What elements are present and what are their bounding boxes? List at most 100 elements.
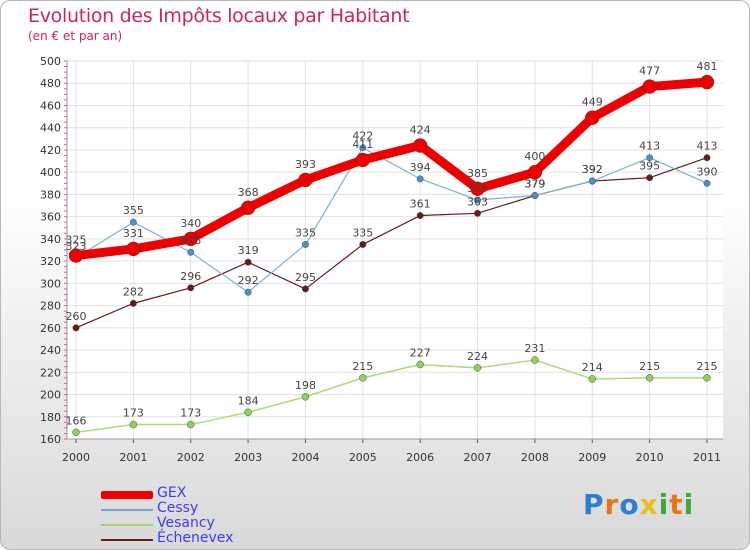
y-tick-label: 360 [40, 211, 61, 224]
data-point-echenevex [244, 258, 252, 266]
logo-letter: i [658, 488, 670, 521]
data-label-cessy: 355 [123, 204, 144, 217]
y-tick-label: 180 [40, 411, 61, 424]
data-label-gex: 368 [238, 186, 259, 199]
data-label-gex: 411 [352, 138, 373, 151]
data-label-echenevex: 260 [66, 310, 87, 323]
data-label-vesancy: 214 [582, 361, 603, 374]
y-tick-label: 480 [40, 77, 61, 90]
x-tick-label: 2002 [177, 451, 205, 464]
legend-label-vesancy: Vesancy [157, 515, 215, 531]
data-label-cessy: 335 [295, 226, 316, 239]
data-point-cessy [646, 154, 654, 162]
data-label-echenevex: 413 [697, 140, 718, 153]
data-point-cessy [474, 196, 481, 204]
data-label-echenevex: 296 [180, 270, 201, 283]
logo-letter: o [619, 488, 640, 521]
x-tick-label: 2001 [119, 451, 147, 464]
x-tick-label: 2007 [464, 451, 492, 464]
data-point-vesancy [588, 375, 596, 383]
data-point-gex [183, 231, 198, 247]
data-label-gex: 331 [123, 227, 144, 240]
data-label-cessy: 422 [352, 130, 373, 143]
data-label-cessy: 379 [524, 178, 545, 191]
data-label-echenevex: 392 [582, 163, 603, 176]
data-point-echenevex [129, 299, 137, 307]
data-label-echenevex: 282 [123, 285, 144, 298]
data-point-vesancy [531, 356, 539, 364]
series-line-vesancy [75, 359, 708, 434]
data-label-vesancy: 173 [123, 407, 144, 420]
data-point-echenevex [72, 324, 80, 332]
data-label-cessy: 394 [410, 161, 431, 174]
data-label-gex: 424 [410, 123, 431, 136]
data-point-cessy [187, 248, 195, 256]
data-point-echenevex [416, 212, 424, 219]
data-point-vesancy [72, 428, 80, 437]
data-label-cessy: 390 [697, 165, 718, 178]
data-point-gex [642, 79, 657, 94]
data-point-echenevex [474, 209, 481, 217]
data-point-echenevex [187, 284, 195, 292]
series-line-gex [71, 77, 712, 261]
y-tick-label: 280 [40, 300, 61, 313]
y-tick-label: 260 [40, 322, 61, 335]
series-line-echenevex [75, 157, 708, 329]
y-tick-label: 440 [40, 122, 61, 135]
data-point-cessy [244, 288, 252, 296]
data-label-vesancy: 227 [410, 347, 431, 360]
data-point-cessy [416, 175, 424, 183]
data-point-vesancy [703, 374, 711, 382]
data-label-echenevex: 319 [238, 244, 259, 257]
legend-label-cessy: Cessy [157, 500, 199, 516]
x-tick-label: 2003 [234, 451, 262, 464]
y-tick-label: 460 [40, 99, 61, 112]
data-label-echenevex: 363 [467, 195, 488, 208]
y-tick-label: 400 [40, 166, 61, 179]
x-tick-label: 2000 [62, 451, 90, 464]
logo-letter: i [683, 488, 695, 521]
logo-letter: P [583, 488, 605, 521]
x-tick-label: 2008 [521, 451, 549, 464]
chart-title: Evolution des Impôts locaux par Habitant [28, 5, 410, 27]
data-label-vesancy: 215 [697, 360, 718, 373]
data-point-cessy [359, 144, 367, 152]
data-point-gex [298, 172, 313, 188]
x-tick-label: 2005 [349, 451, 377, 464]
data-label-vesancy: 166 [66, 414, 87, 427]
data-label-gex: 340 [180, 217, 201, 230]
data-point-gex [585, 110, 600, 125]
data-label-cessy: 323 [66, 240, 87, 253]
legend-swatch-cessy [101, 509, 153, 511]
data-point-cessy [588, 177, 596, 185]
data-label-vesancy: 215 [639, 360, 660, 373]
data-point-vesancy [416, 360, 424, 369]
x-tick-label: 2011 [693, 451, 721, 464]
data-point-echenevex [359, 241, 367, 248]
legend-swatch-echenevex [101, 539, 153, 541]
y-tick-label: 240 [40, 344, 61, 357]
data-label-gex: 385 [467, 167, 488, 180]
logo-letter: x [639, 488, 659, 521]
x-tick-label: 2006 [406, 451, 434, 464]
y-tick-label: 380 [40, 188, 61, 201]
plot-area [67, 61, 723, 439]
logo-letter: t [669, 488, 684, 521]
data-label-vesancy: 224 [467, 350, 488, 363]
data-label-echenevex: 361 [410, 198, 431, 211]
legend-swatch-vesancy [101, 524, 153, 526]
data-point-gex [240, 200, 256, 215]
series-line-cessy [75, 147, 708, 293]
data-label-cessy: 328 [180, 234, 201, 247]
data-label-cessy: 392 [582, 163, 603, 176]
data-point-cessy [703, 179, 711, 187]
data-point-vesancy [645, 374, 654, 382]
logo-letter: r [604, 488, 620, 521]
data-point-cessy [129, 218, 137, 226]
data-label-echenevex: 395 [639, 160, 660, 173]
data-label-echenevex: 335 [352, 226, 373, 239]
data-point-gex [126, 241, 141, 257]
x-tick-label: 2010 [636, 451, 664, 464]
